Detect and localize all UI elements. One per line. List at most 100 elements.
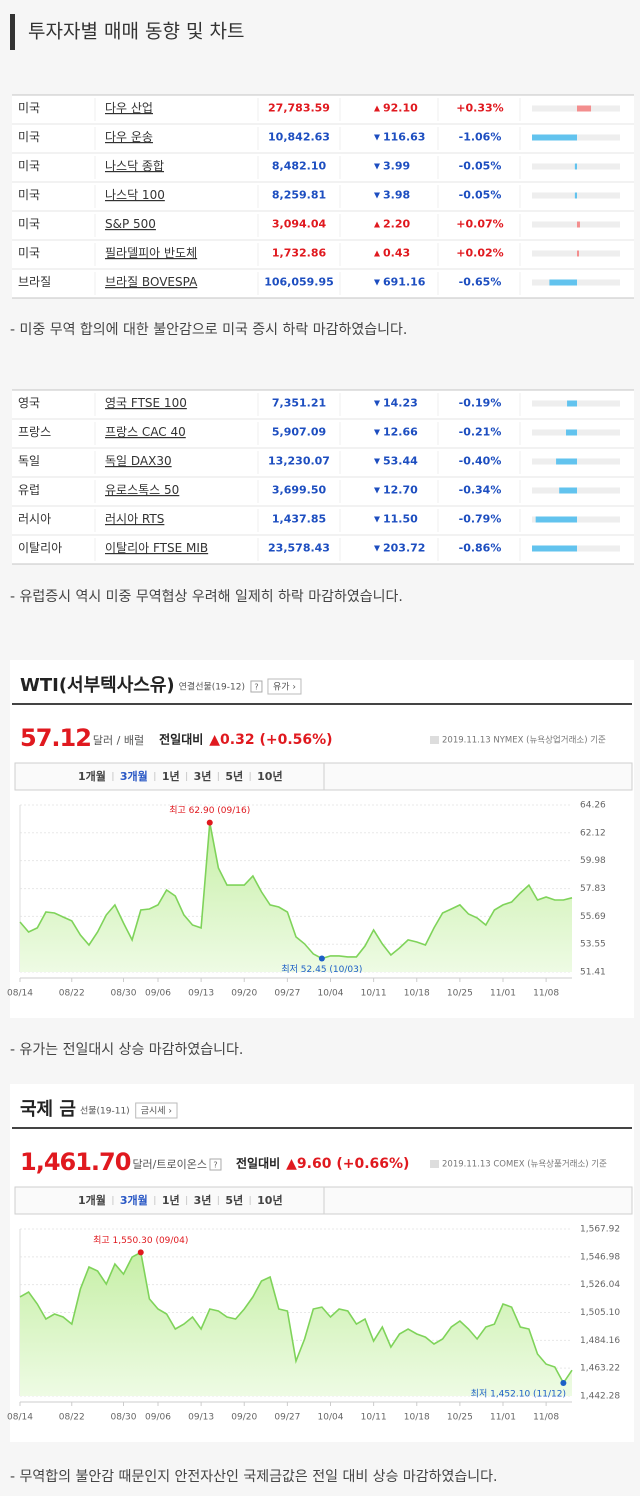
x-tick-label: 09/27 [274, 989, 300, 999]
index-name[interactable]: 영국 FTSE 100 [105, 396, 187, 410]
index-percent: -0.40% [459, 455, 502, 468]
index-name[interactable]: 나스닥 종합 [105, 159, 164, 173]
change-bar [532, 134, 577, 141]
index-name[interactable]: 프랑스 CAC 40 [105, 425, 186, 439]
contract: 선물(19-11) [80, 1106, 130, 1117]
index-value: 106,059.95 [264, 276, 334, 289]
index-percent: -0.05% [459, 189, 502, 202]
tab[interactable]: 3년 [194, 1193, 212, 1207]
y-tick-label: 1,442.28 [580, 1392, 620, 1402]
x-tick-label: 09/13 [188, 1413, 214, 1423]
price: 1,461.70 [20, 1148, 131, 1176]
index-value: 27,783.59 [268, 102, 330, 115]
y-tick-label: 55.69 [580, 912, 606, 922]
price-change: ▲9.60 (+0.66%) [286, 1156, 409, 1172]
arrow-down [374, 516, 380, 523]
x-tick-label: 11/01 [490, 989, 516, 999]
index-name[interactable]: 러시아 RTS [105, 512, 164, 526]
change-bar [556, 458, 577, 465]
tab[interactable]: 5년 [225, 769, 243, 783]
index-value: 7,351.21 [272, 397, 326, 410]
min-label: 최저 1,452.10 (11/12) [471, 1388, 566, 1399]
index-percent: -0.05% [459, 160, 502, 173]
index-percent: -0.34% [459, 484, 502, 497]
index-name[interactable]: 유로스톡스 50 [105, 483, 179, 497]
max-point [137, 1249, 144, 1256]
x-tick-label: 10/11 [361, 989, 387, 999]
index-percent: -1.06% [459, 131, 502, 144]
y-tick-label: 1,567.92 [580, 1225, 620, 1235]
change-bar [577, 221, 580, 228]
change-bar [577, 250, 579, 257]
x-tick-label: 08/14 [7, 1413, 33, 1423]
x-tick-label: 09/20 [231, 1413, 257, 1423]
index-name[interactable]: 다우 산업 [105, 101, 153, 115]
x-tick-label: 11/08 [533, 1413, 559, 1423]
tab[interactable]: 1년 [162, 769, 180, 783]
x-tick-label: 09/27 [274, 1413, 300, 1423]
x-tick-label: 10/04 [318, 1413, 344, 1423]
arrow-up [374, 250, 380, 257]
help-box [209, 1158, 222, 1171]
x-tick-label: 08/30 [111, 1413, 137, 1423]
x-tick-label: 10/18 [404, 1413, 430, 1423]
chart-link[interactable]: 금시세 › [141, 1106, 172, 1117]
index-name[interactable]: 독일 DAX30 [105, 454, 172, 468]
tab[interactable]: 1년 [162, 1193, 180, 1207]
index-change: 12.66 [383, 426, 418, 439]
min-label: 최저 52.45 (10/03) [281, 964, 362, 975]
x-tick-label: 08/22 [59, 1413, 85, 1423]
change-bar [574, 163, 577, 170]
country: 미국 [18, 159, 40, 173]
tab[interactable]: 1개월 [78, 769, 106, 783]
contract: 연결선물(19-12) [179, 682, 245, 693]
tab[interactable]: 10년 [257, 769, 282, 783]
index-value: 3,699.50 [272, 484, 327, 497]
change-label: 전일대비 [159, 732, 203, 747]
index-change: 203.72 [383, 542, 425, 555]
tab-selected[interactable]: 3개월 [120, 1193, 148, 1207]
source-icon [430, 1160, 439, 1168]
index-percent: -0.86% [459, 542, 502, 555]
tab[interactable]: 10년 [257, 1193, 282, 1207]
index-percent: +0.02% [456, 247, 503, 260]
chart-link[interactable]: 유가 › [273, 682, 296, 693]
chart-title: 국제 금 [20, 1099, 76, 1120]
country: 프랑스 [18, 425, 51, 439]
index-name[interactable]: 필라델피아 반도체 [105, 246, 197, 260]
index-percent: -0.19% [459, 397, 502, 410]
bar-track [532, 105, 620, 112]
index-change: 11.50 [383, 513, 418, 526]
change-bar [566, 429, 577, 436]
index-percent: -0.21% [459, 426, 502, 439]
table-bg [12, 95, 634, 298]
index-value: 13,230.07 [268, 455, 330, 468]
y-tick-label: 57.83 [580, 884, 606, 894]
tab[interactable]: 3년 [194, 769, 212, 783]
index-name[interactable]: 브라질 BOVESPA [105, 275, 198, 289]
note: - 유럽증시 역시 미중 무역협상 우려해 일제히 하락 마감하였습니다. [10, 589, 403, 605]
bar-track [532, 221, 620, 228]
tab-selected[interactable]: 3개월 [120, 769, 148, 783]
source-icon [430, 736, 439, 744]
index-name[interactable]: 다우 운송 [105, 130, 153, 144]
arrow-down [374, 163, 380, 170]
tab[interactable]: 5년 [225, 1193, 243, 1207]
index-name[interactable]: 이탈리아 FTSE MIB [105, 541, 208, 555]
min-point [560, 1379, 567, 1386]
y-tick-label: 1,546.98 [580, 1252, 620, 1262]
arrow-down [374, 400, 380, 407]
x-tick-label: 11/01 [490, 1413, 516, 1423]
country: 이탈리아 [18, 541, 62, 555]
arrow-up [374, 221, 380, 228]
change-bar [535, 516, 577, 523]
country: 영국 [18, 396, 40, 410]
unit: 달러/트로이온스 [132, 1158, 207, 1171]
index-name[interactable]: S&P 500 [105, 217, 156, 231]
index-name[interactable]: 나스닥 100 [105, 188, 165, 202]
index-percent: +0.33% [456, 102, 503, 115]
tab[interactable]: 1개월 [78, 1193, 106, 1207]
index-change: 0.43 [383, 247, 410, 260]
y-tick-label: 59.98 [580, 856, 606, 866]
